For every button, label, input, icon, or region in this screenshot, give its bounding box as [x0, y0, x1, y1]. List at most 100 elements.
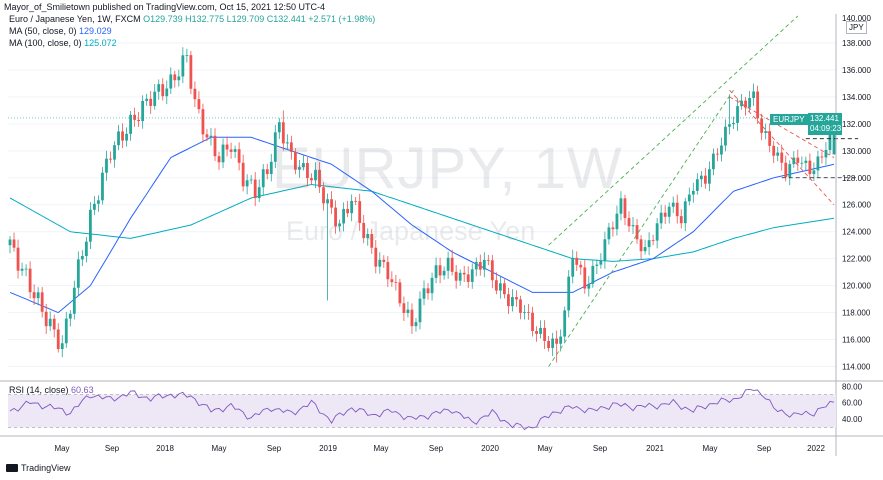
candle-body — [816, 156, 820, 171]
candle-body — [712, 153, 715, 170]
candle-body — [362, 222, 366, 239]
ma100-path — [9, 183, 835, 262]
candle-body — [330, 199, 333, 208]
candle-body — [490, 260, 494, 281]
candle-body — [125, 133, 128, 141]
candle-body — [229, 149, 233, 152]
candle-body — [293, 151, 297, 170]
ma50-legend[interactable]: MA (50, close, 0) 129.029 — [9, 26, 112, 36]
rsi-pane: 40.00 60.00 80.00 — [8, 382, 863, 431]
candle-body — [318, 169, 321, 188]
candle-body — [48, 318, 52, 327]
time-tick-label: 2019 — [319, 444, 337, 453]
candle-body — [519, 299, 522, 313]
rsi-tick-label: 60.00 — [842, 399, 863, 408]
candle-body — [64, 318, 68, 344]
candle-body — [56, 329, 60, 350]
candle-body — [667, 206, 671, 217]
candle-body — [643, 247, 647, 252]
candle-body — [60, 343, 64, 350]
tradingview-logo[interactable]: TradingView — [6, 463, 71, 473]
candle-body — [406, 309, 410, 313]
candle-body — [205, 134, 209, 138]
candle-body — [165, 88, 169, 97]
candle-body — [133, 114, 137, 120]
time-tick-label: Sep — [429, 444, 444, 453]
symbol-legend[interactable]: Euro / Japanese Yen, 1W, FXCM O129.739 H… — [9, 14, 375, 24]
candle-body — [113, 145, 116, 160]
price-tick-label: 132.000 — [842, 120, 871, 129]
candle-body — [40, 292, 44, 312]
candle-body — [760, 118, 764, 133]
time-tick-label: 2020 — [481, 444, 499, 453]
ma50-value: 129.029 — [79, 26, 112, 36]
candle-body — [181, 55, 185, 77]
candle-body — [426, 288, 430, 294]
candle-body — [121, 131, 124, 141]
candle-body — [149, 98, 153, 106]
candle-body — [277, 122, 281, 133]
candle-body — [752, 91, 756, 99]
candle-body — [599, 260, 603, 265]
price-axis: 114.000 116.000 118.000 120.000 122.000 124.0… — [0, 14, 883, 456]
candle-body — [498, 283, 502, 291]
ma100-label: MA (100, close, 0) — [9, 38, 82, 48]
candle-body — [201, 109, 205, 135]
candle-body — [502, 283, 506, 295]
symbol-title: Euro / Japanese Yen, 1W, FXCM — [9, 14, 141, 24]
candle-body — [438, 265, 442, 276]
candle-body — [776, 152, 780, 156]
time-tick-label: May — [211, 444, 226, 453]
candle-body — [531, 312, 534, 332]
candle-body — [68, 313, 72, 319]
candle-body — [699, 175, 703, 180]
candle-body — [28, 268, 32, 293]
ma100-legend[interactable]: MA (100, close, 0) 125.072 — [9, 38, 117, 48]
candle-body — [109, 158, 112, 160]
candle-body — [129, 114, 132, 134]
candle-body — [253, 179, 257, 199]
candle-body — [466, 274, 470, 282]
candle-body — [527, 312, 530, 313]
candle-body — [44, 311, 48, 327]
grid — [8, 42, 836, 368]
currency-label[interactable]: JPY — [846, 21, 867, 34]
candle-body — [687, 194, 691, 202]
tradingview-logo-icon — [6, 464, 18, 472]
candle-body — [161, 84, 165, 97]
candle-body — [265, 169, 269, 175]
candle-body — [342, 208, 346, 224]
watermark-description: Euro / Japanese Yen — [286, 216, 536, 246]
candle-body — [494, 280, 498, 291]
candle-body — [784, 162, 788, 178]
rsi-legend[interactable]: RSI (14, close) 60.63 — [9, 385, 94, 395]
time-tick-label: 2022 — [807, 444, 825, 453]
candle-body — [350, 200, 354, 214]
candle-body — [233, 149, 237, 152]
candle-body — [314, 169, 317, 181]
candle-body — [655, 223, 659, 241]
candle-body — [462, 272, 466, 275]
candle-body — [370, 233, 374, 248]
candle-body — [587, 283, 591, 289]
candle-body — [663, 212, 667, 217]
candle-body — [101, 172, 104, 201]
candle-body — [257, 187, 261, 199]
rsi-band — [8, 394, 836, 428]
candle-body — [539, 327, 542, 334]
time-tick-label: Sep — [757, 444, 772, 453]
candle-body — [302, 163, 305, 168]
time-tick-label: 2021 — [646, 444, 664, 453]
candle-body — [635, 225, 639, 240]
candle-body — [796, 157, 800, 163]
candle-body — [792, 157, 796, 165]
candle-body — [788, 164, 792, 178]
candle-body — [418, 298, 422, 323]
candle-body — [563, 310, 567, 337]
candle-body — [414, 322, 418, 327]
rsi-value: 60.63 — [71, 385, 94, 395]
candle-body — [695, 179, 699, 191]
last-price-badge: 132.441 04:09:23 — [808, 113, 842, 135]
price-tick-label: 114.000 — [842, 363, 871, 372]
price-tick-label: 128.000 — [842, 174, 871, 183]
